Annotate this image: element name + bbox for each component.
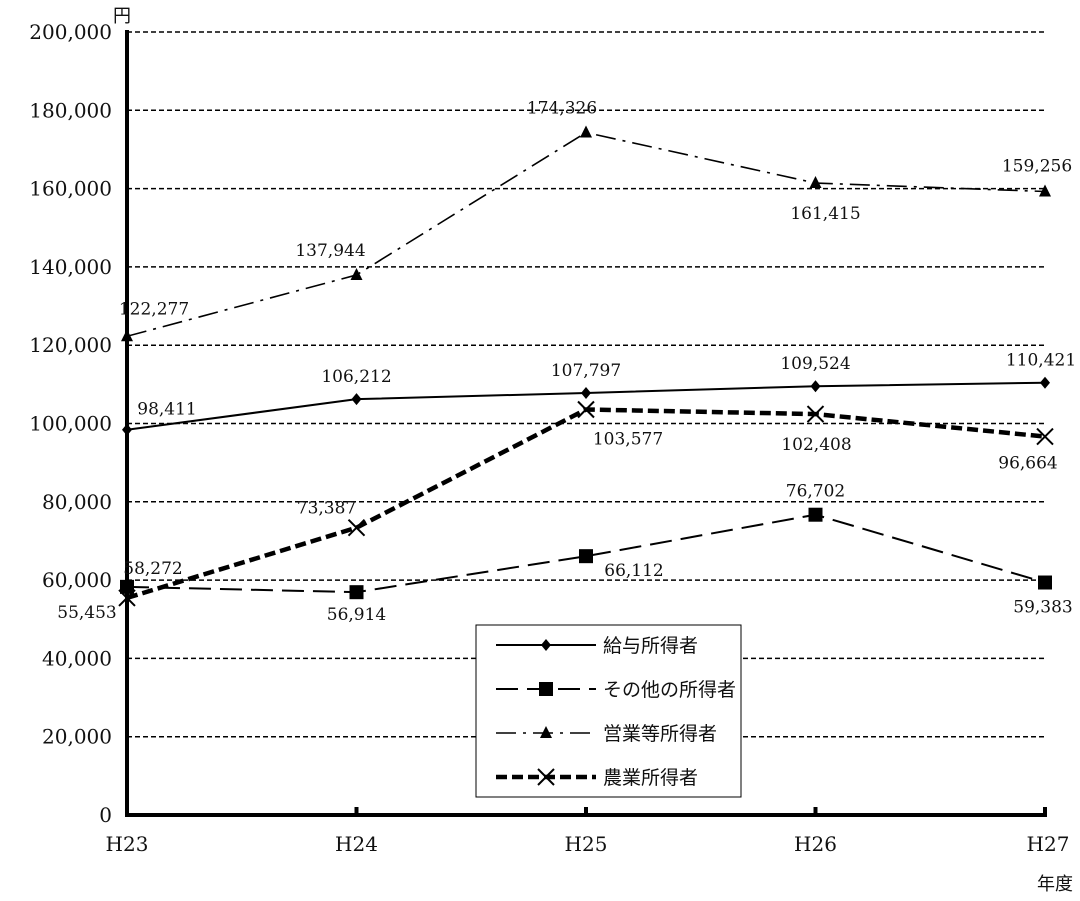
legend-item: 農業所得者 bbox=[496, 767, 698, 789]
data-label: 137,944 bbox=[295, 241, 365, 261]
data-point bbox=[537, 768, 555, 786]
data-point bbox=[121, 329, 133, 342]
data-label: 174,326 bbox=[527, 99, 597, 119]
data-point bbox=[539, 682, 553, 696]
data-label: 109,524 bbox=[780, 354, 850, 374]
data-label: 161,415 bbox=[790, 204, 860, 224]
legend-label: 農業所得者 bbox=[603, 767, 698, 789]
grid-lines bbox=[127, 31, 1045, 738]
data-label: 96,664 bbox=[998, 454, 1057, 474]
y-tick-label: 60,000 bbox=[42, 568, 112, 592]
y-tick-label: 200,000 bbox=[29, 20, 112, 44]
y-tick-label: 40,000 bbox=[42, 646, 112, 670]
x-tick-label: H23 bbox=[106, 832, 149, 856]
y-tick-label: 80,000 bbox=[42, 490, 112, 514]
y-tick-label: 180,000 bbox=[29, 98, 112, 122]
y-tick-label: 140,000 bbox=[29, 255, 112, 279]
legend-item: 営業等所得者 bbox=[496, 723, 717, 745]
data-point bbox=[809, 176, 822, 189]
series-line bbox=[126, 131, 1046, 338]
series-group bbox=[118, 125, 1054, 607]
y-tick-label: 160,000 bbox=[29, 177, 112, 201]
series-line bbox=[126, 407, 1046, 601]
data-label: 102,408 bbox=[781, 435, 851, 455]
x-tick-label: H24 bbox=[335, 832, 378, 856]
data-point bbox=[349, 585, 364, 600]
y-tick-label: 100,000 bbox=[29, 412, 112, 436]
data-point bbox=[120, 579, 134, 594]
y-tick-label: 20,000 bbox=[42, 725, 112, 749]
x-axis-title: 年度 bbox=[1037, 874, 1073, 895]
series-3 bbox=[121, 125, 1051, 342]
data-point bbox=[806, 405, 825, 423]
data-label: 122,277 bbox=[119, 299, 189, 319]
data-point bbox=[1039, 184, 1051, 197]
data-label: 55,453 bbox=[57, 603, 116, 623]
x-tick-label: H26 bbox=[794, 832, 837, 856]
data-point bbox=[1040, 376, 1050, 389]
data-point bbox=[808, 507, 823, 522]
legend-label: 営業等所得者 bbox=[603, 723, 717, 745]
y-tick-label: 0 bbox=[99, 803, 112, 827]
data-label: 76,702 bbox=[786, 482, 845, 502]
data-point bbox=[577, 400, 595, 419]
data-label: 110,421 bbox=[1006, 351, 1076, 371]
data-label: 66,112 bbox=[604, 561, 663, 581]
data-label: 107,797 bbox=[551, 361, 621, 381]
axes bbox=[125, 30, 1047, 817]
data-point bbox=[118, 589, 136, 607]
data-labels: 98,411 106,212 107,797 109,524 110,421 58,272… bbox=[57, 99, 1076, 626]
legend-label: 給与所得者 bbox=[603, 635, 698, 657]
data-point bbox=[122, 423, 132, 436]
data-point bbox=[580, 125, 592, 138]
data-point bbox=[541, 639, 551, 651]
data-label: 103,577 bbox=[593, 429, 663, 449]
y-tick-label: 120,000 bbox=[29, 333, 112, 357]
data-point bbox=[350, 267, 363, 280]
data-point bbox=[1036, 427, 1054, 446]
y-tick-labels: 0 20,000 40,000 60,000 80,000 100,000 120,000 1… bbox=[29, 20, 112, 827]
data-point bbox=[579, 549, 593, 564]
data-label: 98,411 bbox=[137, 400, 196, 420]
data-point bbox=[347, 518, 366, 537]
series-1 bbox=[122, 376, 1050, 436]
legend-label: その他の所得者 bbox=[603, 679, 736, 701]
legend-item: 給与所得者 bbox=[496, 635, 698, 657]
data-point bbox=[351, 393, 362, 406]
series-2 bbox=[120, 507, 1052, 600]
data-point bbox=[581, 386, 591, 399]
data-label: 159,256 bbox=[1002, 157, 1072, 177]
legend-box bbox=[475, 624, 742, 798]
x-tick-labels: H23 H24 H25 H26 H27 bbox=[106, 832, 1070, 856]
data-label: 106,212 bbox=[321, 367, 391, 387]
data-point bbox=[540, 726, 552, 738]
y-axis-unit-label: 円 bbox=[113, 6, 131, 27]
data-point bbox=[1038, 575, 1052, 590]
data-label: 59,383 bbox=[1013, 598, 1072, 618]
series-4 bbox=[118, 400, 1054, 607]
data-label: 58,272 bbox=[123, 559, 182, 579]
x-tick-label: H25 bbox=[565, 832, 608, 856]
data-label: 73,387 bbox=[297, 499, 356, 519]
x-tick-label: H27 bbox=[1027, 832, 1070, 856]
data-label: 56,914 bbox=[327, 605, 386, 625]
data-point bbox=[810, 380, 821, 393]
legend-item: その他の所得者 bbox=[496, 679, 736, 701]
